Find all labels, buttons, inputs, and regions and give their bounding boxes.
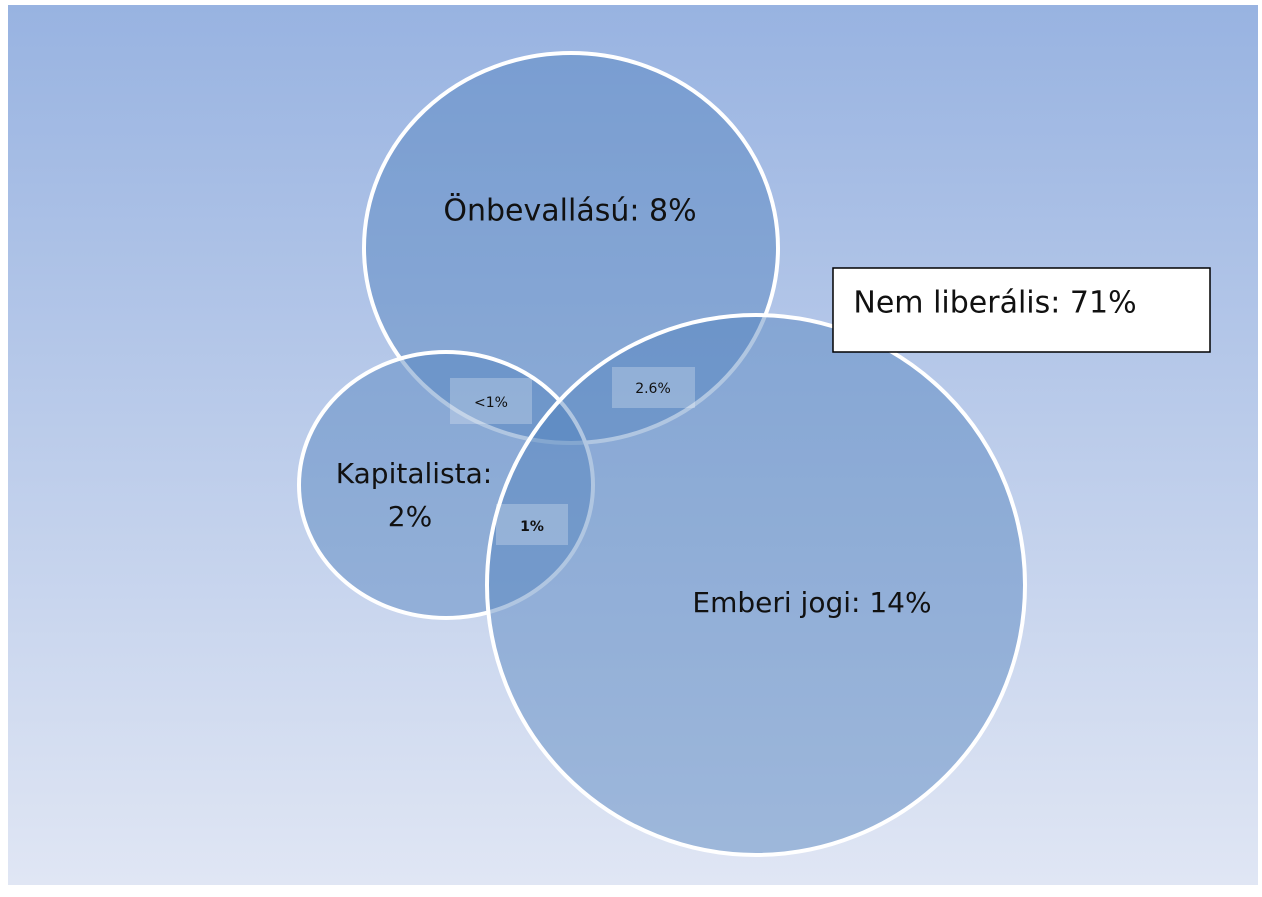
background [8,5,1258,885]
set-label: 2% [388,500,432,533]
set-circle [297,350,595,620]
set-circle [362,51,780,445]
outside-label: Nem liberális: 71% [853,286,1136,321]
set-label: Kapitalista: [336,457,492,490]
overlap-box [450,378,532,424]
overlap-label: 2.6% [635,381,671,397]
set-label: Emberi jogi: 14% [692,586,931,619]
outside-box [832,267,1211,353]
overlap-box [612,367,695,408]
overlap-box [496,504,568,545]
set-label: Önbevallású: 8% [443,193,696,229]
overlap-label: 1% [520,519,544,535]
overlap-label: <1% [474,395,508,411]
set-circle [485,313,1027,857]
